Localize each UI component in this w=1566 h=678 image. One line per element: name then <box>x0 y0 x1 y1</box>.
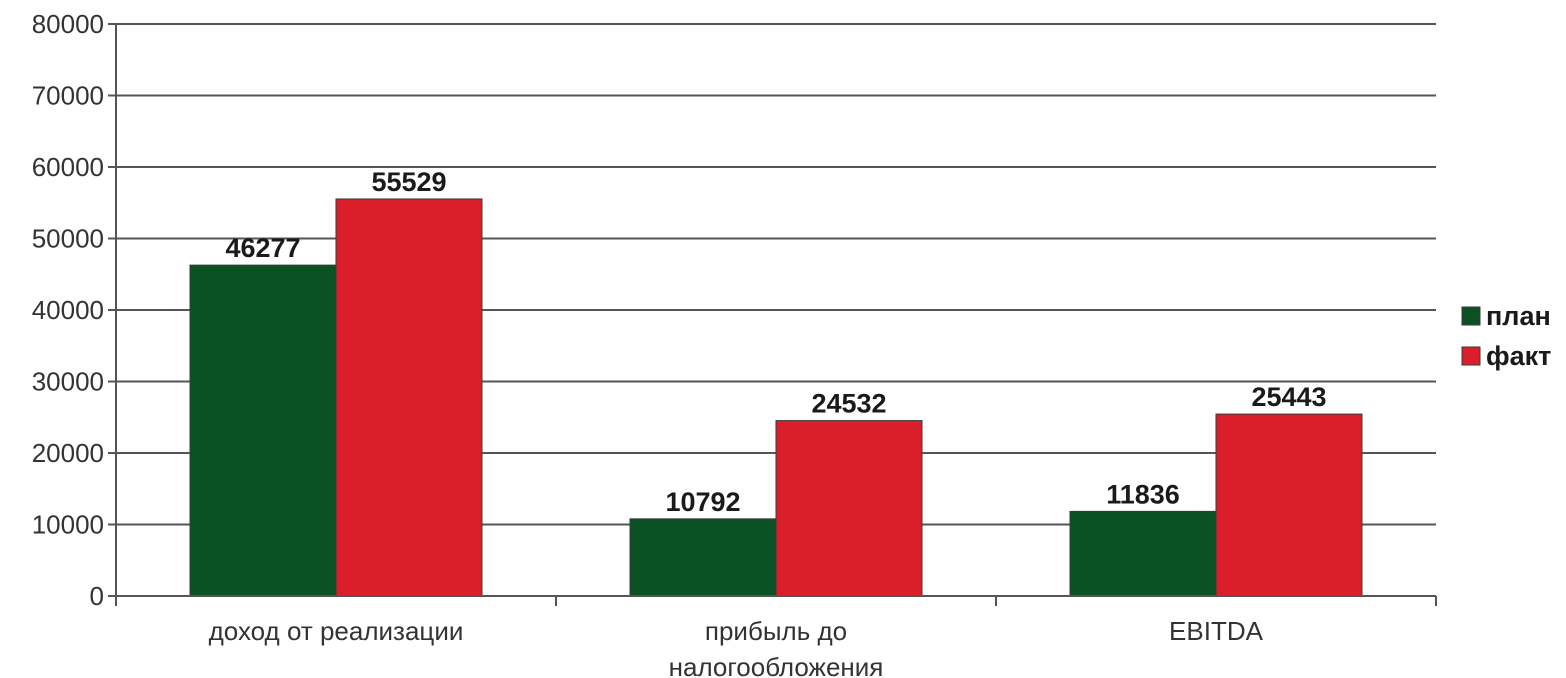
data-label: 25443 <box>1251 382 1326 412</box>
legend: план факт <box>1461 301 1551 371</box>
y-tick-label: 40000 <box>32 295 104 325</box>
legend-label: факт <box>1486 341 1551 371</box>
bar-план <box>189 264 337 597</box>
bar-план <box>1069 510 1217 597</box>
x-tick-label: доход от реализации <box>209 616 464 646</box>
legend-swatch <box>1461 346 1481 366</box>
data-label: 46277 <box>225 233 300 263</box>
y-axis-ticks: 0 10000 20000 30000 40000 50000 60000 70000 8000… <box>32 9 116 611</box>
y-tick-label: 30000 <box>32 367 104 397</box>
bars <box>189 198 1363 597</box>
y-tick-label: 0 <box>90 581 104 611</box>
legend-label: план <box>1486 301 1551 331</box>
data-label: 24532 <box>811 389 886 419</box>
x-tick-label: прибыль до <box>705 616 847 646</box>
axes <box>115 24 1437 606</box>
legend-swatch <box>1461 306 1481 326</box>
bar-факт <box>1215 413 1363 597</box>
y-tick-label: 20000 <box>32 438 104 468</box>
x-tick-label: налогообложения <box>669 652 884 678</box>
y-tick-label: 70000 <box>32 81 104 111</box>
bar-факт <box>335 198 483 597</box>
y-tick-label: 50000 <box>32 224 104 254</box>
bar-факт <box>775 420 923 597</box>
data-label: 11836 <box>1106 479 1180 509</box>
y-tick-label: 60000 <box>32 152 104 182</box>
data-label: 10792 <box>665 487 740 517</box>
y-tick-label: 10000 <box>32 510 104 540</box>
y-tick-label: 80000 <box>32 9 104 39</box>
bar-план <box>629 518 777 597</box>
data-label: 55529 <box>371 167 446 197</box>
x-axis-categories: доход от реализации прибыль до налогооблож… <box>209 616 1264 678</box>
x-tick-label: EBITDA <box>1169 616 1264 646</box>
data-labels: 46277 55529 10792 24532 11836 25443 <box>225 167 1326 517</box>
